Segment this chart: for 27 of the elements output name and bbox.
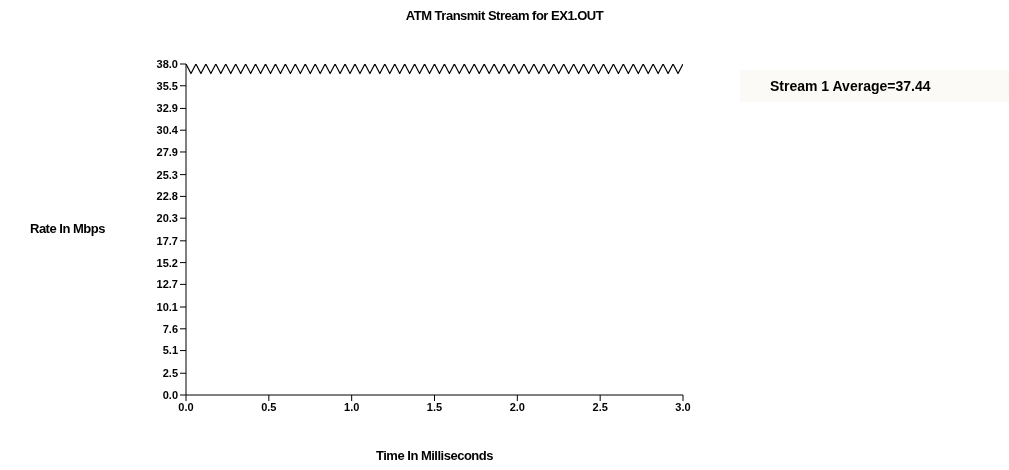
x-tick-label: 0.0 [178,400,194,413]
y-tick-label: 10.1 [156,300,178,313]
y-tick-label: 38.0 [156,57,178,70]
x-axis-title: Time In Milliseconds [375,448,494,463]
y-tick-label: 22.8 [156,190,178,203]
y-axis-title: Rate In Mbps [30,221,105,236]
x-tick-label: 2.0 [509,400,525,413]
x-tick-label: 1.0 [344,400,360,413]
y-tick-label: 7.6 [162,322,178,335]
y-tick-label: 30.4 [156,124,179,137]
y-tick-label: 0.0 [162,388,178,401]
y-tick-label: 32.9 [156,102,178,115]
y-tick-label: 17.7 [156,234,178,247]
y-tick-label: 15.2 [156,256,178,269]
y-tick-label: 27.9 [156,145,178,158]
y-tick-label: 5.1 [162,344,178,357]
x-tick-label: 3.0 [675,400,691,413]
x-tick-label: 0.5 [261,400,277,413]
y-tick-label: 20.3 [156,212,178,225]
x-tick-label: 1.5 [426,400,443,413]
chart-title: ATM Transmit Stream for EX1.OUT [404,8,605,23]
y-tick-label: 25.3 [156,168,178,181]
y-tick-label: 2.5 [162,367,178,380]
y-tick-label: 35.5 [156,79,178,92]
text: Stream 1 Average=37.44 [740,70,1009,102]
x-tick-label: 2.5 [592,400,608,413]
y-tick-label: 12.7 [156,278,178,291]
